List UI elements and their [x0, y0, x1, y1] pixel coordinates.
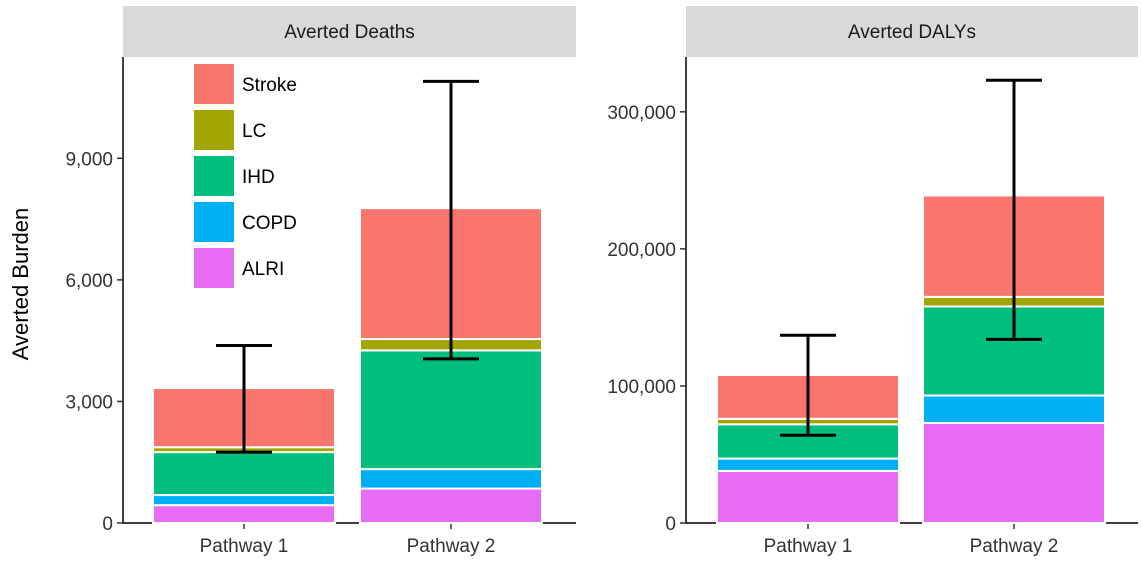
legend-item-copd: COPD	[194, 202, 297, 242]
legend-item-stroke: Stroke	[194, 64, 297, 104]
panel-title: Averted DALYs	[848, 22, 976, 43]
bar-segment-alri	[152, 504, 336, 525]
strip-background	[686, 6, 1138, 57]
error-bar	[423, 79, 479, 361]
legend-item-lc: LC	[194, 110, 266, 150]
bar-segment-copd	[716, 457, 900, 472]
error-bar	[986, 78, 1042, 341]
panel-title: Averted Deaths	[284, 22, 415, 43]
y-tick-label: 0	[102, 514, 113, 535]
legend-key-lc	[194, 110, 234, 150]
bar-segment-copd	[922, 394, 1106, 424]
legend-label: Stroke	[242, 75, 297, 96]
legend-key-ihd	[194, 156, 234, 196]
legend-item-alri: ALRI	[194, 248, 284, 288]
bar-segment-copd	[359, 468, 543, 490]
legend-item-ihd: IHD	[194, 156, 275, 196]
x-tick-label: Pathway 1	[764, 536, 853, 557]
bar-segment-copd	[152, 494, 336, 507]
panel-1: Averted Deaths 0 3,000 6,000 9,000 Pathway 1 P…	[65, 6, 576, 557]
x-tick-label: Pathway 1	[200, 536, 289, 557]
legend-label: IHD	[242, 167, 275, 188]
bar-segment-alri	[922, 421, 1106, 524]
legend: Stroke LC IHD COPD ALRI	[194, 64, 297, 288]
panel-2: Averted DALYs 0 100,000 200,000 300,000 Pathw…	[607, 6, 1138, 557]
bar-segment-ihd	[152, 451, 336, 497]
legend-label: LC	[242, 121, 266, 142]
legend-key-stroke	[194, 64, 234, 104]
legend-label: COPD	[242, 213, 297, 234]
y-tick-label: 3,000	[65, 392, 113, 413]
y-tick-label: 200,000	[607, 240, 676, 261]
legend-key-alri	[194, 248, 234, 288]
panels: Averted Deaths 0 3,000 6,000 9,000 Pathway 1 P…	[65, 6, 1138, 557]
bar-segment-alri	[359, 487, 543, 524]
x-tick-label: Pathway 2	[970, 536, 1059, 557]
y-tick-label: 6,000	[65, 271, 113, 292]
y-tick-label: 300,000	[607, 103, 676, 124]
bar-segment-ihd	[359, 349, 543, 471]
legend-key-copd	[194, 202, 234, 242]
y-axis-title: Averted Burden	[8, 208, 33, 360]
strip-background	[123, 6, 576, 57]
error-bar	[216, 344, 272, 454]
legend-label: ALRI	[242, 259, 284, 280]
x-tick-label: Pathway 2	[407, 536, 496, 557]
error-bar	[780, 333, 836, 437]
y-tick-label: 100,000	[607, 377, 676, 398]
y-tick-label: 9,000	[65, 149, 113, 170]
bar-segment-alri	[716, 469, 900, 524]
y-tick-label: 0	[665, 514, 676, 535]
